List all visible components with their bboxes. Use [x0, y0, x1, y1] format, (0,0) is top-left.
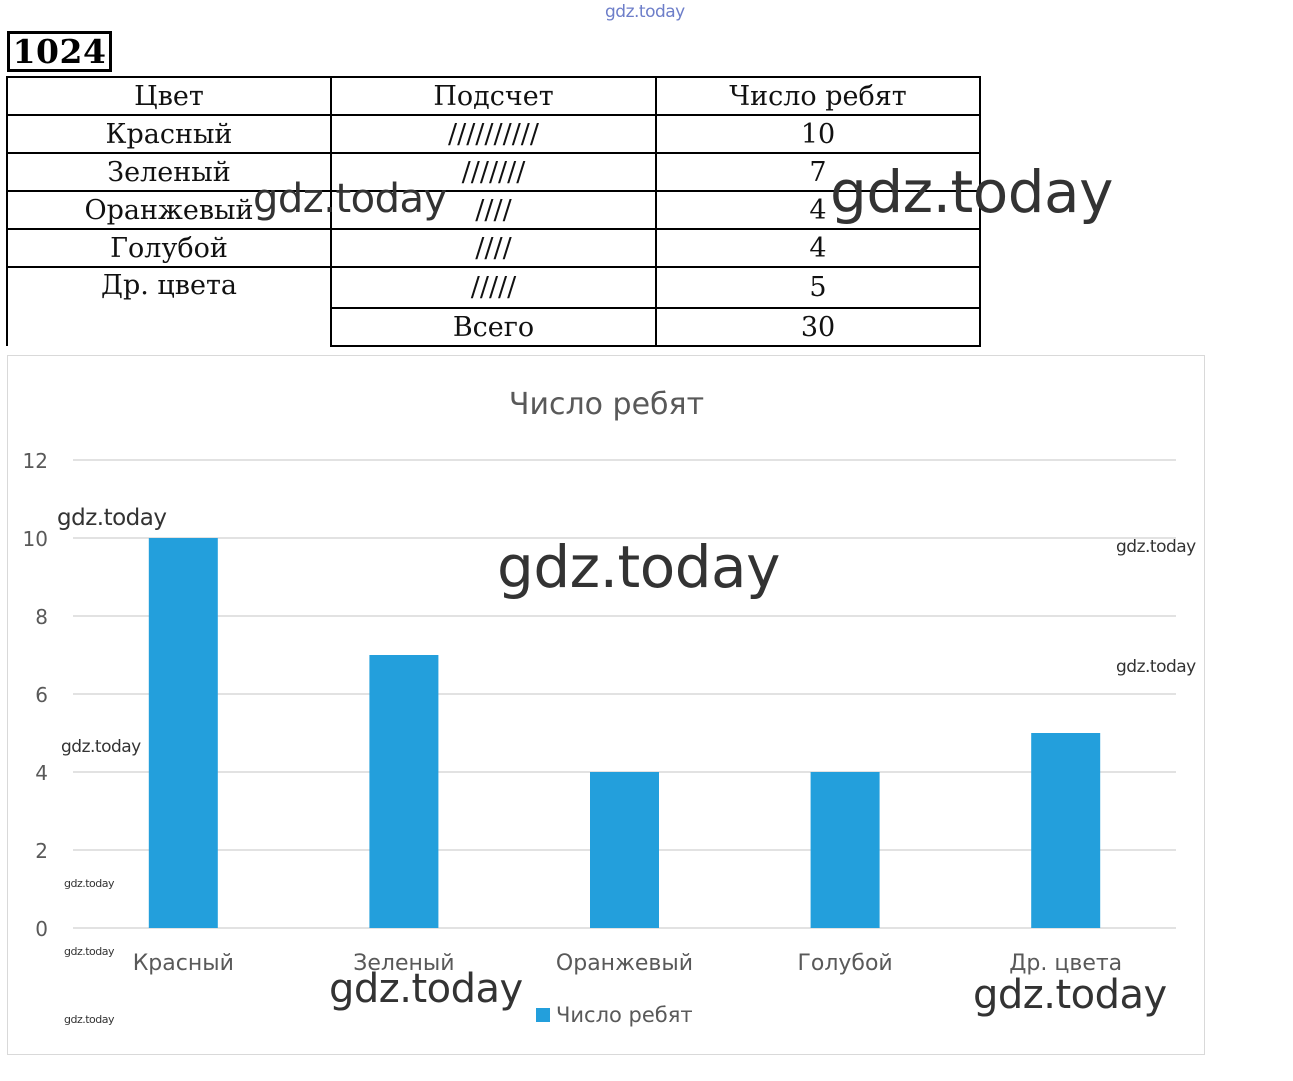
bar: [810, 772, 880, 928]
cell-count: 10: [655, 114, 981, 154]
table-header-row: Цвет Подсчет Число ребят: [6, 76, 981, 116]
x-tick-label: Оранжевый: [556, 951, 693, 976]
header-count: Число ребят: [655, 76, 981, 116]
chart-title: Число ребят: [509, 387, 704, 422]
cell-count: 4: [655, 190, 981, 230]
cell-color: Красный: [6, 114, 332, 154]
chart-frame: Число ребят 0 2 4 6 8 10 12 Красный Зеленый Оранже…: [7, 355, 1205, 1055]
y-tick-label: 4: [35, 761, 48, 785]
cell-tally: //////////: [330, 114, 657, 154]
bar: [369, 655, 439, 928]
y-tick-label: 6: [35, 683, 48, 707]
x-tick-label: Зеленый: [353, 951, 454, 976]
y-tick-label: 12: [23, 449, 48, 473]
cell-count: 4: [655, 228, 981, 268]
y-tick-label: 10: [23, 527, 48, 551]
cell-tally: /////: [330, 266, 657, 309]
legend-label: Число ребят: [556, 1003, 693, 1027]
cell-color: Голубой: [6, 228, 332, 268]
legend-swatch: [536, 1008, 550, 1022]
x-tick-label: Др. цвета: [1009, 951, 1122, 976]
table-row: Голубой //// 4: [6, 228, 981, 268]
cell-count: 5: [655, 266, 981, 309]
watermark-top: gdz.today: [605, 2, 685, 22]
bar-chart: Число ребят 0 2 4 6 8 10 12 Красный Зеленый Оранже…: [23, 387, 1176, 1027]
bar: [590, 772, 659, 928]
cell-color: Зеленый: [6, 152, 332, 192]
problem-number: 1024: [7, 31, 112, 72]
cell-count: 7: [655, 152, 981, 192]
cell-tally: ////: [330, 228, 657, 268]
y-tick-label: 2: [35, 839, 48, 863]
data-table: Цвет Подсчет Число ребят Красный ///////…: [6, 76, 981, 347]
x-tick-label: Голубой: [797, 951, 892, 976]
table-row: Зеленый /////// 7: [6, 152, 981, 192]
cell-total-label: Всего: [330, 307, 657, 347]
table-row: Оранжевый //// 4: [6, 190, 981, 230]
x-tick-label: Красный: [133, 951, 234, 976]
cell-total-value: 30: [655, 307, 981, 347]
table-row: Др. цвета ///// 5: [6, 266, 981, 309]
header-tally: Подсчет: [330, 76, 657, 116]
cell-empty: [6, 308, 332, 346]
y-tick-label: 0: [35, 917, 48, 941]
cell-color: Др. цвета: [6, 266, 332, 308]
y-tick-label: 8: [35, 605, 48, 629]
table-row: Красный ////////// 10: [6, 114, 981, 154]
table-total-row: Всего 30: [6, 307, 981, 347]
cell-tally: ///////: [330, 152, 657, 192]
cell-color: Оранжевый: [6, 190, 332, 230]
bar: [1031, 733, 1101, 928]
header-color: Цвет: [6, 76, 332, 116]
cell-tally: ////: [330, 190, 657, 230]
bar: [148, 538, 218, 928]
